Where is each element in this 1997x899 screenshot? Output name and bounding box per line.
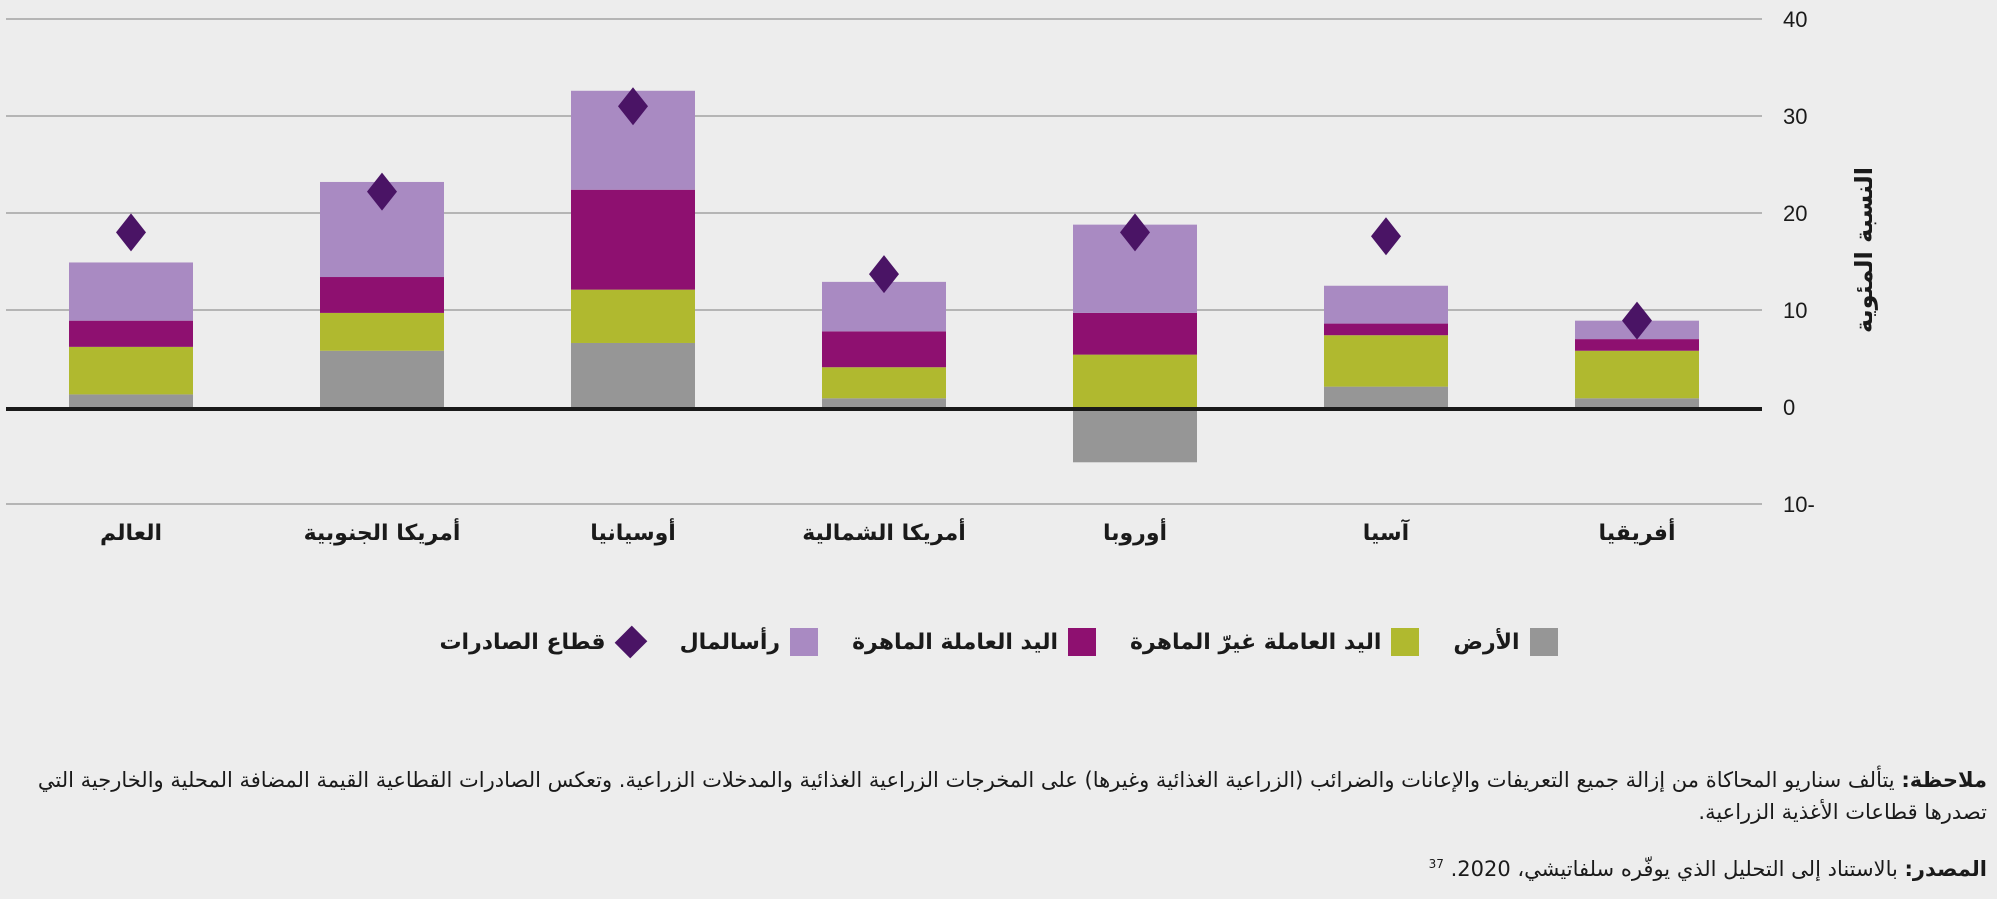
bar-segment (1324, 323, 1448, 336)
x-tick-label: أمريكا الجنوبية (304, 517, 461, 546)
y-tick-label: 20 (1783, 201, 1807, 226)
bar-segment (320, 350, 444, 407)
bar-segment (822, 331, 946, 368)
source-ref: 37 (1428, 857, 1444, 871)
legend-swatch-land (1529, 628, 1558, 656)
legend-label: الأرض (1453, 629, 1520, 655)
bar-segment (571, 189, 695, 290)
bar-segment (1575, 350, 1699, 399)
y-tick-label: 10 (1783, 298, 1807, 323)
legend-label: قطاع الصادرات (439, 629, 606, 655)
export-marker (869, 255, 899, 294)
y-tick-label: 10- (1783, 492, 1815, 517)
bar-segment (1324, 335, 1448, 387)
legend-item-unskilled-labour: اليد العاملة غيرّ الماهرة (1130, 628, 1420, 656)
bar-segment (571, 289, 695, 343)
x-tick-label: أفريقيا (1599, 517, 1676, 546)
note-label: ملاحظة: (1901, 768, 1987, 792)
x-tick-label: العالم (100, 521, 162, 546)
note: ملاحظة: يتألف سناريو المحاكاة من إزالة ج… (10, 764, 1987, 828)
bar-segment (1073, 407, 1197, 463)
legend-item-capital: رأسالمال (679, 628, 819, 656)
export-marker (618, 87, 648, 126)
legend-label: اليد العاملة غيرّ الماهرة (1130, 629, 1382, 655)
bar-segment (69, 262, 193, 321)
x-tick-label: أوروبا (1103, 517, 1167, 546)
bar-segment (1073, 312, 1197, 355)
export-marker (367, 172, 397, 211)
y-tick-label: 40 (1783, 7, 1807, 32)
legend-item-skilled-labour: اليد العاملة الماهرة (852, 628, 1097, 656)
x-tick-label: أوسيانيا (590, 517, 676, 546)
bar-segment (1073, 354, 1197, 407)
bar-segment (69, 394, 193, 407)
chart-legend: الأرض اليد العاملة غيرّ الماهرة اليد الع… (0, 625, 1997, 659)
y-axis-ticks: 40 30 20 10 0 10- (1783, 7, 1815, 517)
x-tick-label: أمريكا الشمالية (802, 517, 966, 546)
bar-segment (571, 342, 695, 407)
legend-label: رأسالمال (679, 629, 781, 655)
bar-segment (1575, 339, 1699, 351)
export-marker (1120, 213, 1150, 252)
legend-swatch-skilled (1068, 628, 1097, 656)
gridlines (6, 18, 1762, 505)
bar-segment (1324, 285, 1448, 324)
export-marker (116, 213, 146, 252)
legend-item-export-sector: قطاع الصادرات (439, 625, 647, 659)
chart-notes: ملاحظة: يتألف سناريو المحاكاة من إزالة ج… (10, 764, 1987, 885)
legend-label: اليد العاملة الماهرة (852, 629, 1059, 655)
export-marker (1371, 217, 1401, 256)
y-axis-title: النسبة المئوية (1850, 167, 1878, 333)
x-axis-labels: العالم أمريكا الجنوبية أوسيانيا أمريكا الشم… (100, 517, 1675, 546)
bar-segment (1324, 386, 1448, 407)
export-markers (116, 87, 1652, 340)
x-tick-label: آسيا (1363, 518, 1410, 546)
stacked-bar-chart: 40 30 20 10 0 10- العالم أمريكا الجنوبية أوسيان… (6, 7, 1878, 546)
bar-segment (320, 312, 444, 351)
source-text: بالاستناد إلى التحليل الذي يوفّره سلفاتي… (1450, 857, 1905, 881)
note-text: يتألف سناريو المحاكاة من إزالة جميع التع… (37, 768, 1987, 824)
bar-segment (69, 346, 193, 395)
y-tick-label: 0 (1783, 395, 1795, 420)
bar-segment (822, 367, 946, 399)
legend-swatch-unskilled (1391, 628, 1420, 656)
bar-segment (1575, 398, 1699, 407)
bar-segment (69, 320, 193, 347)
bar-segment (320, 277, 444, 313)
source-label: المصدر: (1904, 857, 1987, 881)
export-marker (1622, 301, 1652, 340)
diamond-icon (614, 625, 647, 659)
legend-swatch-capital (790, 628, 819, 656)
y-tick-label: 30 (1783, 104, 1807, 129)
legend-item-land: الأرض (1453, 628, 1558, 656)
bar-segment (822, 398, 946, 407)
source: المصدر: بالاستناد إلى التحليل الذي يوفّر… (10, 848, 1987, 885)
